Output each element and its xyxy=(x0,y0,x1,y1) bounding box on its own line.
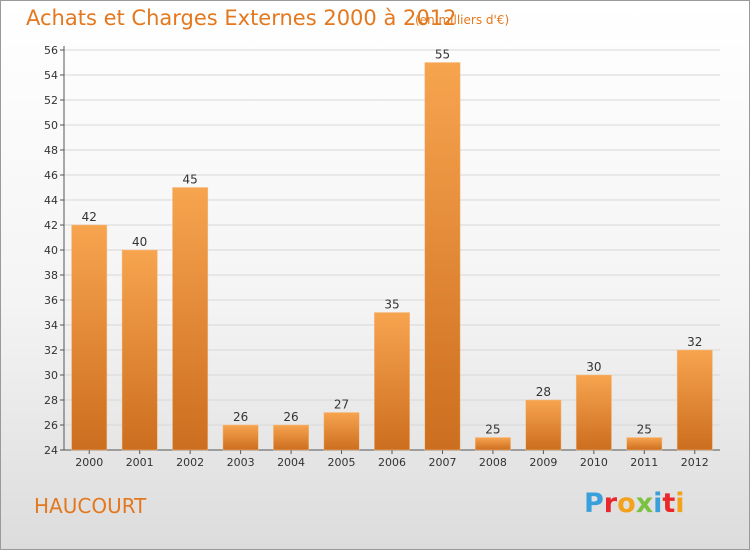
x-tick-label: 2004 xyxy=(277,456,305,469)
bar-2010 xyxy=(575,374,612,451)
logo-letter: o xyxy=(617,488,636,519)
proxiti-logo: Proxiti xyxy=(584,488,685,519)
x-tick-label: 2009 xyxy=(529,456,557,469)
bar-value-label: 40 xyxy=(132,235,147,249)
y-tick-label: 42 xyxy=(44,219,58,232)
bar-value-label: 45 xyxy=(183,173,198,187)
y-tick-label: 44 xyxy=(44,194,58,207)
bar-value-label: 55 xyxy=(435,48,450,62)
x-tick-label: 2005 xyxy=(328,456,356,469)
y-tick-label: 38 xyxy=(44,269,58,282)
bar-2000 xyxy=(71,224,108,451)
y-tick-label: 56 xyxy=(44,44,58,57)
bar-2001 xyxy=(121,249,158,451)
x-tick-label: 2006 xyxy=(378,456,406,469)
bar-2012 xyxy=(676,349,713,451)
y-tick-label: 32 xyxy=(44,344,58,357)
bar-value-label: 35 xyxy=(384,298,399,312)
y-tick-label: 28 xyxy=(44,394,58,407)
place-name: HAUCOURT xyxy=(34,494,147,518)
y-tick-label: 34 xyxy=(44,319,58,332)
x-tick-label: 2002 xyxy=(176,456,204,469)
y-tick-label: 52 xyxy=(44,94,58,107)
x-tick-label: 2011 xyxy=(630,456,658,469)
x-tick-label: 2010 xyxy=(580,456,608,469)
logo-letter: i xyxy=(675,488,685,519)
bar-value-label: 30 xyxy=(586,360,601,374)
bar-2008 xyxy=(475,437,511,451)
y-tick-label: 48 xyxy=(44,144,58,157)
y-tick-label: 24 xyxy=(44,444,58,457)
bar-value-label: 42 xyxy=(82,210,97,224)
y-tick-label: 54 xyxy=(44,69,58,82)
y-tick-label: 36 xyxy=(44,294,58,307)
bar-value-label: 28 xyxy=(536,385,551,399)
bar-2002 xyxy=(172,187,209,451)
x-tick-label: 2000 xyxy=(75,456,103,469)
labels: 24 26 28 30 32 34 36 38 40 42 44 46 48 50 52 54 56 42 2000… xyxy=(44,44,709,469)
logo-letter: x xyxy=(635,488,654,519)
x-tick-label: 2007 xyxy=(428,456,456,469)
y-tick-label: 26 xyxy=(44,419,58,432)
bar-value-label: 25 xyxy=(485,423,500,437)
bar-2006 xyxy=(374,312,410,451)
logo-letter: P xyxy=(584,488,604,519)
bar-value-label: 27 xyxy=(334,398,349,412)
logo-letter: t xyxy=(662,488,676,519)
x-tick-label: 2001 xyxy=(126,456,154,469)
y-tick-label: 40 xyxy=(44,244,58,257)
y-tick-label: 46 xyxy=(44,169,58,182)
bar-2003 xyxy=(222,424,259,451)
bar-2009 xyxy=(525,399,562,451)
bar-2005 xyxy=(323,412,360,451)
logo-letter: r xyxy=(603,488,618,519)
bar-2007 xyxy=(424,62,461,451)
x-tick-label: 2012 xyxy=(681,456,709,469)
bar-value-label: 26 xyxy=(283,410,298,424)
chart-subtitle: (en milliers d'€) xyxy=(415,13,510,27)
y-tick-label: 50 xyxy=(44,119,58,132)
bar-value-label: 25 xyxy=(637,423,652,437)
chart-title: Achats et Charges Externes 2000 à 2012 xyxy=(26,6,457,30)
y-tick-label: 30 xyxy=(44,369,58,382)
bar-value-label: 32 xyxy=(687,335,702,349)
bars xyxy=(71,62,713,451)
x-tick-label: 2008 xyxy=(479,456,507,469)
bar-2011 xyxy=(626,437,663,451)
logo-letter: i xyxy=(653,488,663,519)
bar-2004 xyxy=(273,424,309,451)
x-tick-label: 2003 xyxy=(227,456,255,469)
bar-value-label: 26 xyxy=(233,410,248,424)
